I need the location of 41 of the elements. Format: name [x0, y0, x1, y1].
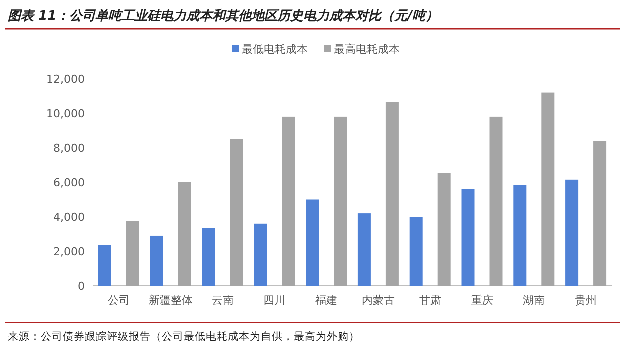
bar	[594, 141, 607, 286]
bar	[514, 185, 527, 286]
y-tick-label: 6,000	[54, 176, 85, 190]
bar	[98, 245, 112, 286]
legend-label: 最高电耗成本	[334, 43, 400, 56]
source-note: 来源：公司债券跟踪评级报告（公司最低电耗成本为自供，最高为外购）	[8, 330, 360, 343]
bar	[150, 236, 164, 286]
x-tick-label: 贵州	[575, 294, 598, 307]
x-tick-label: 公司	[108, 294, 130, 307]
bar	[358, 214, 371, 286]
legend-label: 最低电耗成本	[242, 43, 308, 56]
y-tick-label: 4,000	[54, 211, 85, 224]
x-tick-label: 甘肃	[419, 294, 442, 307]
x-tick-label: 福建	[316, 294, 338, 307]
y-tick-label: 12,000	[46, 73, 85, 86]
bar	[178, 182, 192, 286]
bar	[542, 92, 555, 286]
bar	[462, 189, 475, 286]
bar	[202, 228, 216, 286]
y-tick-label: 0	[78, 280, 85, 293]
bar	[306, 200, 320, 286]
y-tick-label: 8,000	[54, 142, 85, 155]
bar	[566, 180, 579, 286]
bar	[254, 224, 268, 286]
bar	[386, 102, 399, 286]
x-tick-label: 重庆	[471, 294, 494, 307]
bar	[334, 116, 348, 286]
bar	[438, 173, 451, 286]
bar	[282, 116, 296, 286]
bar	[410, 217, 423, 286]
bar	[126, 221, 140, 286]
bar	[490, 116, 503, 286]
y-tick-label: 2,000	[54, 246, 85, 258]
x-tick-label: 内蒙古	[362, 294, 395, 307]
x-tick-label: 湖南	[523, 294, 546, 307]
y-tick-label: 10,000	[46, 108, 85, 120]
bar	[230, 139, 244, 286]
x-tick-label: 四川	[264, 294, 286, 307]
chart-title: 图表 11：公司单吨工业硅电力成本和其他地区历史电力成本对比（元/吨）	[8, 8, 438, 24]
x-tick-label: 新疆整体	[148, 294, 193, 307]
x-tick-label: 云南	[212, 294, 234, 307]
